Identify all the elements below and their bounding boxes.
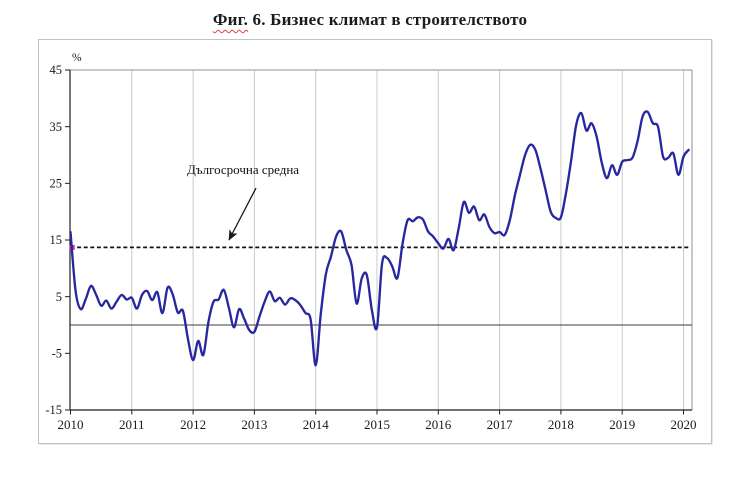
- x-tick-label: 2016: [425, 417, 452, 432]
- y-tick-label: 25: [50, 177, 63, 191]
- x-tick-label: 2014: [303, 417, 330, 432]
- x-tick-label: 2017: [487, 417, 514, 432]
- x-tick-label: 2011: [119, 417, 145, 432]
- x-tick-label: 2013: [241, 417, 267, 432]
- y-tick-label: 15: [50, 233, 63, 247]
- chart-title: Фиг. 6. Бизнес климат в строителството: [0, 10, 740, 30]
- x-tick-label: 2018: [548, 417, 574, 432]
- y-tick-label: -5: [52, 347, 62, 361]
- chart-title-text: 6. Бизнес климат в строителството: [248, 10, 528, 29]
- chart-frame: [38, 39, 712, 444]
- long-term-average-label: Дългосрочна средна: [187, 162, 300, 177]
- y-tick-label: 45: [50, 63, 63, 77]
- y-tick-label: 5: [56, 290, 62, 304]
- series-line: [70, 110, 690, 367]
- x-tick-label: 2019: [609, 417, 635, 432]
- annotation-arrow: [228, 187, 257, 241]
- x-tick-label: 2020: [671, 417, 697, 432]
- y-axis-unit-label: %: [72, 52, 82, 64]
- x-tick-label: 2012: [180, 417, 206, 432]
- y-tick-label: -15: [45, 403, 62, 417]
- x-tick-label: 2015: [364, 417, 390, 432]
- x-tick-label: 2010: [58, 417, 84, 432]
- chart-title-prefix: Фиг.: [212, 10, 249, 29]
- y-tick-label: 35: [50, 120, 63, 134]
